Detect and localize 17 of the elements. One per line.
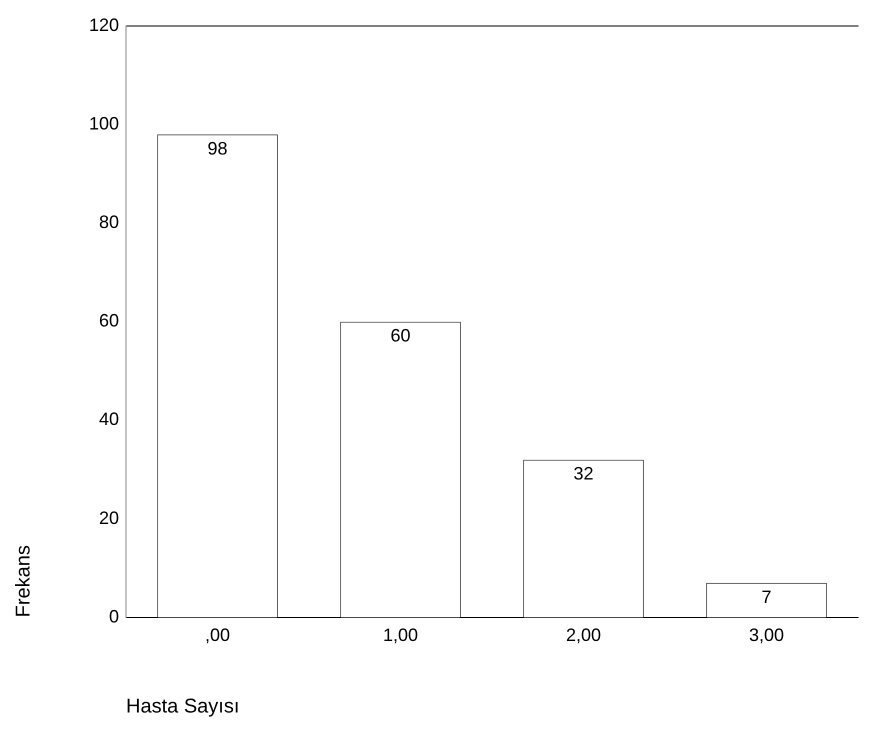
x-tick-label: ,00 xyxy=(205,625,230,646)
data-label: 32 xyxy=(573,464,594,484)
data-label: 7 xyxy=(761,586,772,607)
y-tick-label: 120 xyxy=(88,14,120,35)
y-axis-title: Frekans xyxy=(12,545,35,618)
y-tick-label: 0 xyxy=(109,606,120,626)
y-tick-label: 100 xyxy=(88,114,120,134)
x-tick-label: 1,00 xyxy=(382,625,418,646)
data-label: 98 xyxy=(208,138,228,158)
y-tick-label: 80 xyxy=(99,212,120,232)
y-tick-label: 20 xyxy=(99,508,120,528)
x-axis-title: Hasta Sayısı xyxy=(126,696,240,718)
data-label: 60 xyxy=(390,326,411,346)
y-tick-label: 40 xyxy=(99,409,120,430)
y-tick-label: 60 xyxy=(99,310,120,331)
x-tick-label: 2,00 xyxy=(566,625,602,646)
x-tick-label: 3,00 xyxy=(748,625,784,646)
